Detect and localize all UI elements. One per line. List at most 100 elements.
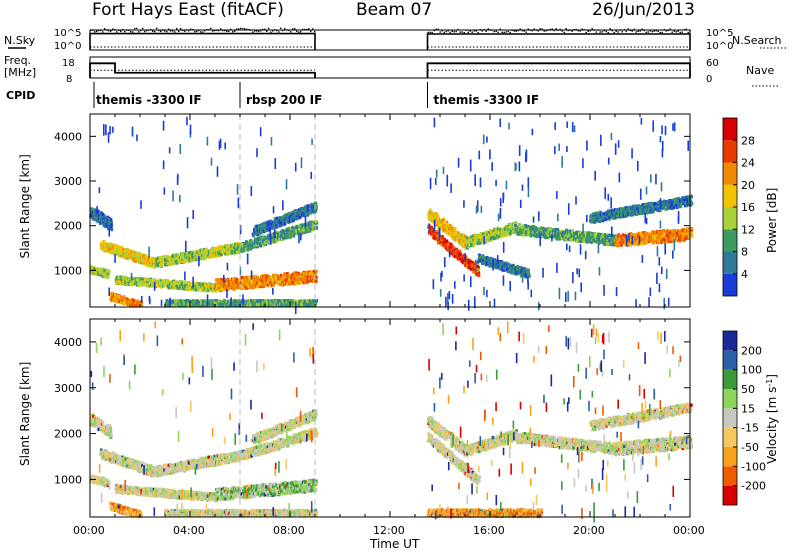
nsky-label: N.Sky: [4, 34, 36, 47]
data-cell: [107, 272, 110, 276]
nsky-point: [106, 29, 108, 31]
data-cell: [282, 276, 286, 280]
data-cell: [284, 231, 287, 235]
data-cell: [275, 219, 279, 223]
data-cell: [241, 275, 244, 280]
data-cell: [173, 253, 177, 257]
data-cell: [136, 299, 140, 303]
data-cell: [315, 269, 318, 273]
data-cell: [286, 282, 289, 286]
data-cell: [141, 280, 145, 284]
data-cell: [125, 248, 128, 252]
data-cell: [301, 277, 305, 281]
data-cell: [168, 282, 172, 286]
data-cell: [308, 272, 312, 276]
data-cell: [165, 278, 168, 283]
data-cell: [171, 261, 175, 265]
data-cell: [124, 280, 127, 285]
data-cell: [106, 223, 110, 227]
data-cell: [148, 260, 152, 265]
nsky-point: [112, 28, 114, 30]
nsky-point: [212, 30, 214, 32]
data-cell: [154, 264, 157, 268]
nsky-point: [637, 30, 639, 33]
data-cell: [166, 282, 169, 286]
data-cell: [304, 276, 308, 281]
nsky-point: [583, 29, 585, 31]
nsky-point: [621, 31, 623, 33]
data-cell: [298, 277, 301, 281]
nsky-point: [244, 28, 246, 30]
data-cell: [199, 286, 202, 291]
data-cell: [298, 215, 302, 219]
data-cell: [158, 260, 162, 264]
nsky-point: [617, 31, 619, 33]
data-cell: [267, 275, 270, 279]
data-cell: [219, 282, 223, 286]
nsky-point: [437, 28, 439, 31]
data-cell: [272, 283, 275, 287]
data-cell: [251, 246, 254, 250]
data-cell: [106, 274, 110, 278]
nsky-point: [104, 28, 106, 30]
nsky-point: [200, 31, 202, 33]
data-cell: [98, 271, 102, 275]
data-cell: [191, 254, 194, 258]
data-cell: [224, 285, 228, 290]
data-cell: [164, 258, 168, 262]
data-cell: [175, 280, 179, 284]
data-cell: [206, 284, 209, 288]
nsky-point: [541, 28, 543, 30]
data-cell: [244, 246, 247, 250]
data-cell: [141, 259, 145, 264]
nsky-point: [661, 31, 663, 34]
nsky-line: [89, 32, 316, 50]
nsky-point: [611, 29, 613, 32]
nsky-point: [445, 30, 447, 33]
nsky-point: [162, 29, 164, 31]
nsky-point: [122, 28, 124, 31]
data-cell: [161, 280, 164, 284]
data-cell: [100, 268, 103, 272]
data-cell: [263, 241, 267, 245]
nsky-point: [581, 28, 583, 30]
data-cell: [277, 279, 280, 284]
data-cell: [243, 248, 246, 252]
nsky-point: [667, 29, 669, 32]
nsky-point: [585, 31, 587, 34]
data-cell: [124, 278, 128, 282]
data-cell: [222, 247, 226, 251]
data-cell: [234, 248, 237, 252]
data-cell: [144, 280, 147, 285]
cpid-segment-label: themis -3300 IF: [434, 93, 540, 107]
nsky-point: [118, 29, 120, 32]
nsky-point: [455, 30, 457, 33]
data-cell: [179, 258, 183, 262]
data-cell: [270, 222, 273, 226]
nsky-point: [130, 30, 132, 33]
data-cell: [133, 259, 137, 263]
data-cell: [107, 269, 111, 274]
nsky-point: [258, 30, 260, 33]
nsky-point: [663, 29, 665, 31]
data-cell: [189, 251, 193, 255]
data-cell: [213, 249, 217, 254]
data-cell: [116, 249, 119, 253]
data-cell: [103, 215, 106, 219]
nsky-point: [100, 29, 102, 31]
data-cell: [95, 213, 99, 217]
data-cell: [315, 226, 319, 230]
data-cell: [441, 218, 445, 222]
nsky-point: [184, 30, 186, 33]
nsky-point: [549, 28, 551, 31]
data-cell: [120, 251, 123, 256]
data-cell: [175, 259, 179, 264]
freq-panel-frame: [89, 56, 691, 79]
data-cell: [291, 225, 294, 230]
data-cell: [93, 267, 96, 271]
nsky-point: [653, 30, 655, 32]
sky-scale-bottom: 10^0: [54, 41, 81, 52]
freq-label: Freq.: [4, 54, 31, 67]
data-cell: [209, 248, 212, 252]
data-cell: [197, 285, 201, 289]
